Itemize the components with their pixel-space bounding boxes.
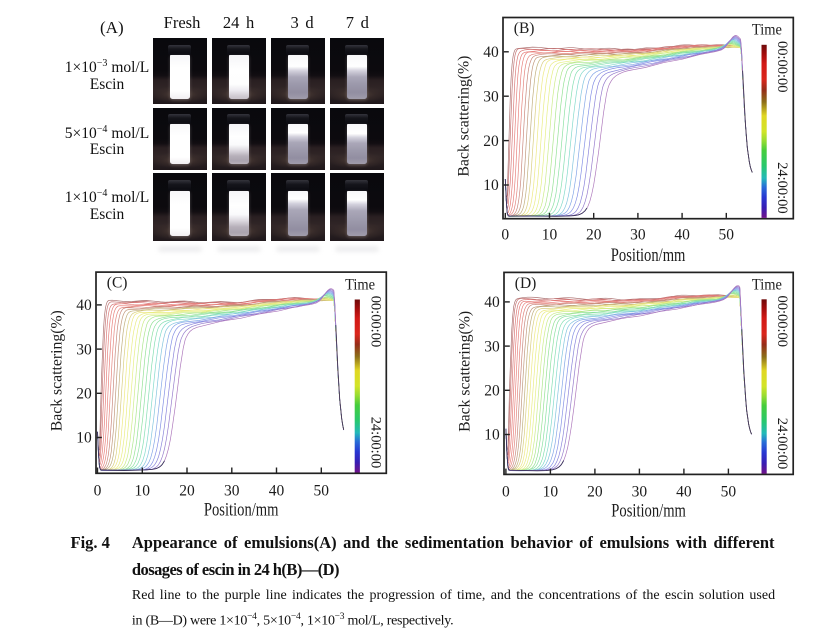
- svg-text:40: 40: [676, 483, 692, 500]
- svg-text:Back scattering(%): Back scattering(%): [456, 56, 473, 177]
- svg-text:30: 30: [76, 341, 92, 358]
- svg-text:20: 20: [586, 226, 602, 243]
- svg-text:0: 0: [94, 482, 102, 499]
- svg-text:30: 30: [483, 88, 499, 105]
- svg-text:00:00:00: 00:00:00: [367, 296, 383, 348]
- svg-text:24:00:00: 24:00:00: [774, 162, 790, 214]
- svg-text:30: 30: [484, 338, 500, 355]
- svg-text:(B): (B): [514, 20, 535, 37]
- svg-text:Position/mm: Position/mm: [204, 501, 279, 521]
- svg-text:10: 10: [76, 430, 92, 447]
- svg-text:10: 10: [543, 483, 559, 500]
- svg-text:40: 40: [269, 482, 285, 499]
- svg-text:Time: Time: [345, 276, 375, 293]
- svg-text:Time: Time: [752, 22, 782, 39]
- svg-text:10: 10: [484, 427, 500, 444]
- svg-text:30: 30: [630, 226, 646, 243]
- svg-text:0: 0: [501, 226, 509, 243]
- svg-text:50: 50: [721, 483, 737, 500]
- svg-text:20: 20: [484, 383, 500, 400]
- svg-text:Position/mm: Position/mm: [611, 502, 686, 522]
- svg-text:50: 50: [314, 482, 330, 499]
- svg-text:20: 20: [483, 133, 499, 150]
- svg-text:40: 40: [484, 294, 500, 311]
- svg-text:20: 20: [179, 482, 195, 499]
- svg-text:Time: Time: [752, 277, 782, 294]
- svg-text:40: 40: [674, 226, 690, 243]
- svg-text:0: 0: [502, 483, 510, 500]
- svg-text:30: 30: [224, 482, 240, 499]
- svg-text:50: 50: [719, 226, 735, 243]
- svg-text:10: 10: [483, 177, 499, 194]
- svg-text:40: 40: [483, 44, 499, 61]
- svg-text:40: 40: [76, 297, 92, 314]
- svg-text:(D): (D): [515, 275, 537, 292]
- svg-text:30: 30: [632, 483, 648, 500]
- svg-text:24:00:00: 24:00:00: [367, 417, 383, 469]
- svg-text:Back scattering(%): Back scattering(%): [49, 310, 66, 431]
- svg-text:10: 10: [542, 226, 558, 243]
- svg-text:(C): (C): [107, 275, 128, 292]
- svg-text:Position/mm: Position/mm: [611, 246, 686, 266]
- svg-text:20: 20: [76, 386, 92, 403]
- svg-text:24:00:00: 24:00:00: [774, 418, 790, 470]
- svg-text:00:00:00: 00:00:00: [774, 41, 790, 93]
- svg-text:00:00:00: 00:00:00: [774, 296, 790, 348]
- svg-text:Back scattering(%): Back scattering(%): [457, 311, 474, 432]
- svg-text:20: 20: [587, 483, 603, 500]
- svg-text:10: 10: [135, 482, 151, 499]
